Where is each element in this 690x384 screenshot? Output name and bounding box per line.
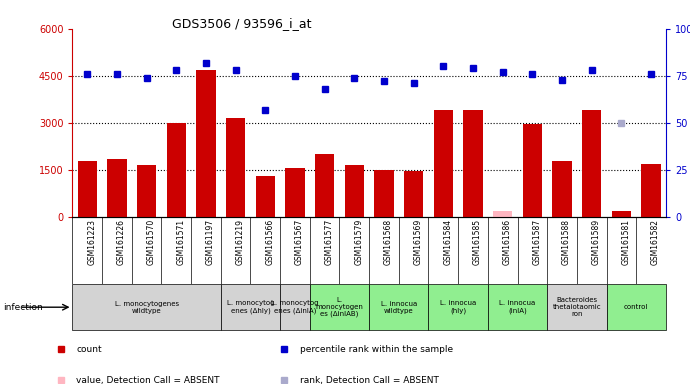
Text: GSM161197: GSM161197 xyxy=(206,219,215,265)
Text: GSM161581: GSM161581 xyxy=(622,219,631,265)
Text: percentile rank within the sample: percentile rank within the sample xyxy=(299,345,453,354)
Text: GSM161568: GSM161568 xyxy=(384,219,393,265)
Bar xyxy=(345,165,364,217)
Bar xyxy=(315,154,334,217)
Text: value, Detection Call = ABSENT: value, Detection Call = ABSENT xyxy=(76,376,219,384)
Text: L. innocua
wildtype: L. innocua wildtype xyxy=(381,301,417,314)
Bar xyxy=(642,164,660,217)
Bar xyxy=(547,284,607,330)
Text: count: count xyxy=(76,345,102,354)
Text: GSM161569: GSM161569 xyxy=(413,219,423,265)
Text: GSM161585: GSM161585 xyxy=(473,219,482,265)
Text: GSM161582: GSM161582 xyxy=(651,219,660,265)
Bar xyxy=(488,284,547,330)
Text: GSM161588: GSM161588 xyxy=(562,219,571,265)
Text: L. innocua
(inlA): L. innocua (inlA) xyxy=(500,300,535,314)
Bar xyxy=(108,159,126,217)
Bar xyxy=(582,110,601,217)
Text: GSM161587: GSM161587 xyxy=(533,219,542,265)
Text: GSM161223: GSM161223 xyxy=(87,219,97,265)
Bar xyxy=(607,284,666,330)
Bar xyxy=(369,284,428,330)
Text: infection: infection xyxy=(3,303,43,312)
Bar xyxy=(72,284,221,330)
Text: GSM161570: GSM161570 xyxy=(146,219,156,265)
Text: GSM161577: GSM161577 xyxy=(324,219,334,265)
Text: GSM161586: GSM161586 xyxy=(502,219,512,265)
Bar xyxy=(78,161,97,217)
Bar xyxy=(256,176,275,217)
Bar xyxy=(226,118,245,217)
Text: L. monocytogenes
wildtype: L. monocytogenes wildtype xyxy=(115,301,179,314)
Bar xyxy=(464,110,482,217)
Bar xyxy=(375,170,393,217)
Text: Bacteroides
thetaiotaomic
ron: Bacteroides thetaiotaomic ron xyxy=(553,297,601,317)
Bar xyxy=(286,168,304,217)
Text: GDS3506 / 93596_i_at: GDS3506 / 93596_i_at xyxy=(172,17,311,30)
Bar xyxy=(434,110,453,217)
Bar xyxy=(428,284,488,330)
Bar xyxy=(137,165,156,217)
Bar xyxy=(493,211,512,217)
Bar xyxy=(280,284,310,330)
Text: GSM161219: GSM161219 xyxy=(236,219,245,265)
Text: L.
monocytogen
es (ΔinlAB): L. monocytogen es (ΔinlAB) xyxy=(315,297,364,318)
Text: L. monocytog
enes (ΔinlA): L. monocytog enes (ΔinlA) xyxy=(271,300,319,314)
Text: GSM161571: GSM161571 xyxy=(177,219,186,265)
Bar xyxy=(167,123,186,217)
Bar xyxy=(197,70,215,217)
Text: L. innocua
(hly): L. innocua (hly) xyxy=(440,300,476,314)
Bar xyxy=(404,172,423,217)
Text: control: control xyxy=(624,304,649,310)
Bar xyxy=(612,211,631,217)
Text: GSM161589: GSM161589 xyxy=(592,219,601,265)
Text: GSM161226: GSM161226 xyxy=(117,219,126,265)
Text: rank, Detection Call = ABSENT: rank, Detection Call = ABSENT xyxy=(299,376,439,384)
Text: GSM161579: GSM161579 xyxy=(355,219,364,265)
Bar xyxy=(221,284,280,330)
Text: GSM161584: GSM161584 xyxy=(444,219,453,265)
Text: GSM161567: GSM161567 xyxy=(295,219,304,265)
Text: GSM161566: GSM161566 xyxy=(265,219,275,265)
Text: L. monocytog
enes (Δhly): L. monocytog enes (Δhly) xyxy=(227,300,274,314)
Bar xyxy=(310,284,369,330)
Bar xyxy=(553,161,571,217)
Bar xyxy=(523,124,542,217)
